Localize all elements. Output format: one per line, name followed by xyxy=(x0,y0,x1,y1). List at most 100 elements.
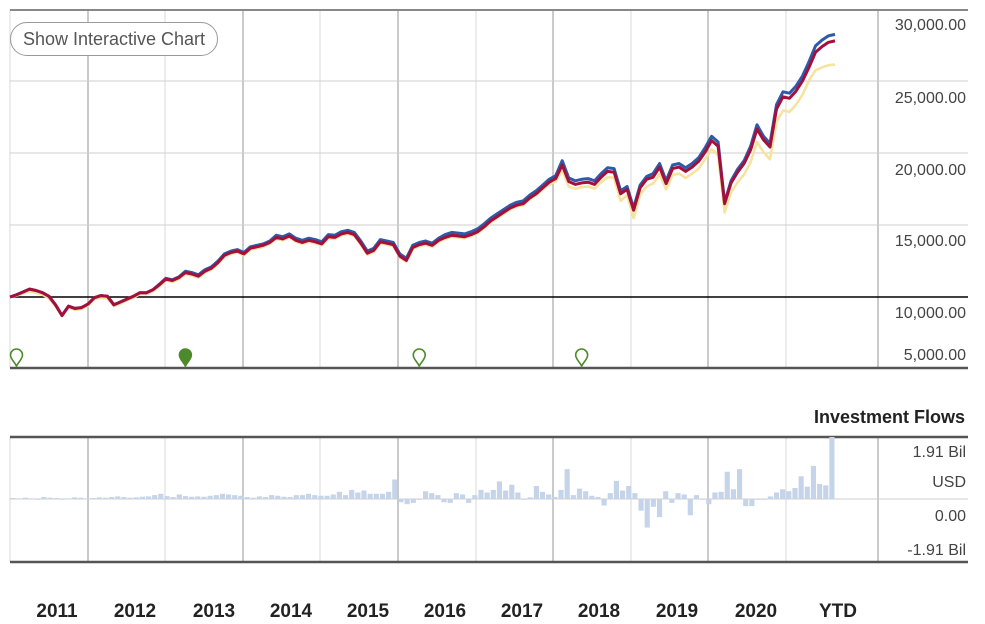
flow-bar xyxy=(810,465,817,499)
flow-bar xyxy=(632,493,638,499)
x-tick-label: 2019 xyxy=(656,601,698,622)
flow-bar xyxy=(281,496,287,499)
flow-bar xyxy=(312,495,318,499)
flow-bar xyxy=(435,495,441,499)
x-tick-label: 2011 xyxy=(36,601,78,622)
flow-bar xyxy=(570,495,576,499)
flow-bar xyxy=(164,496,170,499)
flow-tick-label: 0.00 xyxy=(935,508,966,525)
flow-bar xyxy=(700,499,706,500)
x-tick-label: 2013 xyxy=(193,601,235,622)
x-tick-label: 2014 xyxy=(270,601,313,622)
flow-bar xyxy=(16,498,22,500)
flow-bar xyxy=(133,497,139,499)
flow-bar xyxy=(410,499,416,503)
flow-bar xyxy=(398,499,404,503)
event-marker xyxy=(412,348,427,368)
flow-bar xyxy=(287,497,293,499)
series-line xyxy=(9,32,836,317)
x-tick-label: 2015 xyxy=(347,601,390,622)
flow-bar xyxy=(367,493,373,499)
flow-bar xyxy=(644,499,650,528)
flow-bar xyxy=(269,495,275,499)
flow-bar xyxy=(392,479,398,499)
flow-bar xyxy=(521,499,527,500)
flow-bar xyxy=(386,491,392,499)
flow-bar xyxy=(262,497,269,499)
event-markers xyxy=(9,348,589,368)
flow-bar xyxy=(232,495,238,499)
flow-bar xyxy=(675,493,681,499)
flow-bar xyxy=(626,486,632,499)
flow-bar xyxy=(35,499,41,500)
flow-bar xyxy=(225,494,232,499)
flow-bar xyxy=(84,498,90,500)
flow-bar xyxy=(416,499,422,500)
flow-bar xyxy=(145,496,152,499)
x-tick-label: 2017 xyxy=(501,601,543,622)
flow-bar xyxy=(441,499,447,503)
x-axis-year-labels: 2011 2012 2013 2014 2015 2016 2017 2018 2019 2020… xyxy=(36,601,857,622)
flow-bar xyxy=(90,498,96,499)
flow-bar xyxy=(453,493,459,499)
flow-bar xyxy=(201,496,207,499)
y-tick-label: 10,000.00 xyxy=(895,305,966,322)
flow-bar xyxy=(669,499,675,503)
grid-lines xyxy=(9,9,968,564)
flow-bar xyxy=(299,495,306,499)
y-tick-label: 25,000.00 xyxy=(895,90,966,107)
y-tick-label: 15,000.00 xyxy=(895,233,966,250)
flow-bar xyxy=(601,499,607,506)
flow-bar xyxy=(564,469,570,499)
flow-bar xyxy=(663,491,669,499)
flow-bar xyxy=(798,476,804,499)
flow-bar xyxy=(823,485,829,499)
flow-bar xyxy=(127,497,133,499)
flow-bar xyxy=(404,499,410,505)
flow-bar xyxy=(576,488,583,499)
flow-bar xyxy=(478,489,484,499)
flow-bar xyxy=(786,491,792,499)
flow-bar xyxy=(773,492,780,499)
flow-bar xyxy=(718,491,724,499)
flow-bar xyxy=(693,495,700,499)
investment-flows-title: Investment Flows xyxy=(813,407,965,427)
flow-bar xyxy=(336,491,342,499)
flow-bar xyxy=(804,486,810,499)
flow-tick-label: USD xyxy=(932,474,966,491)
x-tick-label: 2016 xyxy=(424,601,466,622)
flow-bar xyxy=(459,494,466,499)
flow-bar xyxy=(583,491,589,499)
flow-bar xyxy=(681,494,687,499)
flow-bar xyxy=(515,492,521,499)
flow-bar xyxy=(552,497,558,499)
series-line xyxy=(9,63,836,318)
flow-bar xyxy=(102,497,109,499)
flow-bar xyxy=(349,489,355,499)
flow-bar xyxy=(207,495,213,499)
flow-bar xyxy=(195,496,201,499)
flow-bar xyxy=(589,495,595,499)
flow-bar xyxy=(792,487,798,499)
series-line xyxy=(9,39,836,317)
flow-bar xyxy=(59,499,65,500)
flow-bar xyxy=(656,499,663,518)
flow-bar xyxy=(53,498,59,499)
x-tick-label: 2018 xyxy=(578,601,620,622)
investment-flow-bars xyxy=(10,437,835,528)
flow-bar xyxy=(484,492,490,499)
flow-bar xyxy=(373,493,379,499)
flow-bar xyxy=(706,499,712,505)
flow-bar xyxy=(189,496,195,499)
flow-bar xyxy=(730,489,736,499)
flow-bar xyxy=(712,492,718,499)
flow-bar xyxy=(22,497,28,499)
flow-bar xyxy=(330,494,336,499)
flow-bar xyxy=(213,495,219,499)
flow-bar xyxy=(121,497,127,499)
flow-bar xyxy=(318,495,324,499)
show-interactive-chart-button[interactable]: Show Interactive Chart xyxy=(10,22,218,56)
flow-bar xyxy=(607,493,613,499)
flow-bar xyxy=(736,469,743,499)
